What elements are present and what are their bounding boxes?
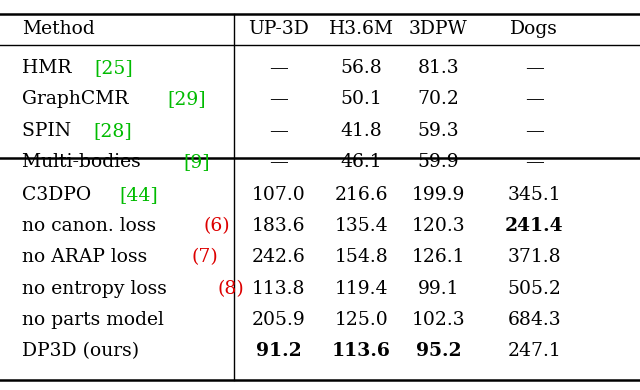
Text: 99.1: 99.1	[418, 280, 459, 298]
Text: 107.0: 107.0	[252, 186, 305, 204]
Text: 135.4: 135.4	[335, 217, 388, 235]
Text: [29]: [29]	[168, 90, 206, 108]
Text: (7): (7)	[192, 248, 218, 266]
Text: 684.3: 684.3	[508, 311, 561, 329]
Text: (8): (8)	[217, 280, 244, 298]
Text: [44]: [44]	[119, 186, 158, 204]
Text: [9]: [9]	[184, 153, 210, 171]
Text: 46.1: 46.1	[340, 153, 383, 171]
Text: —: —	[269, 153, 288, 171]
Text: UP-3D: UP-3D	[248, 20, 309, 38]
Text: no canon. loss: no canon. loss	[22, 217, 163, 235]
Text: —: —	[269, 59, 288, 77]
Text: 505.2: 505.2	[508, 280, 561, 298]
Text: 345.1: 345.1	[508, 186, 561, 204]
Text: DP3D (ours): DP3D (ours)	[22, 342, 140, 360]
Text: Method: Method	[22, 20, 95, 38]
Text: 91.2: 91.2	[255, 342, 301, 360]
Text: 120.3: 120.3	[412, 217, 465, 235]
Text: [25]: [25]	[94, 59, 132, 77]
Text: 81.3: 81.3	[417, 59, 460, 77]
Text: 56.8: 56.8	[340, 59, 383, 77]
Text: 3DPW: 3DPW	[409, 20, 468, 38]
Text: SPIN: SPIN	[22, 122, 77, 140]
Text: 70.2: 70.2	[417, 90, 460, 108]
Text: —: —	[525, 59, 544, 77]
Text: —: —	[269, 122, 288, 140]
Text: HMR: HMR	[22, 59, 78, 77]
Text: [28]: [28]	[93, 122, 132, 140]
Text: 102.3: 102.3	[412, 311, 465, 329]
Text: 241.4: 241.4	[505, 217, 564, 235]
Text: 59.9: 59.9	[417, 153, 460, 171]
Text: 199.9: 199.9	[412, 186, 465, 204]
Text: GraphCMR: GraphCMR	[22, 90, 135, 108]
Text: 41.8: 41.8	[340, 122, 383, 140]
Text: 247.1: 247.1	[508, 342, 561, 360]
Text: 113.8: 113.8	[252, 280, 305, 298]
Text: 154.8: 154.8	[335, 248, 388, 266]
Text: 113.6: 113.6	[332, 342, 391, 360]
Text: —: —	[525, 90, 544, 108]
Text: Multi-bodies: Multi-bodies	[22, 153, 147, 171]
Text: 95.2: 95.2	[415, 342, 461, 360]
Text: 216.6: 216.6	[335, 186, 388, 204]
Text: 119.4: 119.4	[335, 280, 388, 298]
Text: (6): (6)	[204, 217, 230, 235]
Text: 242.6: 242.6	[252, 248, 305, 266]
Text: 371.8: 371.8	[508, 248, 561, 266]
Text: 205.9: 205.9	[252, 311, 305, 329]
Text: —: —	[525, 122, 544, 140]
Text: 59.3: 59.3	[417, 122, 460, 140]
Text: 50.1: 50.1	[340, 90, 383, 108]
Text: no entropy loss: no entropy loss	[22, 280, 173, 298]
Text: no ARAP loss: no ARAP loss	[22, 248, 154, 266]
Text: no parts model: no parts model	[22, 311, 164, 329]
Text: C3DPO: C3DPO	[22, 186, 97, 204]
Text: 126.1: 126.1	[412, 248, 465, 266]
Text: —: —	[269, 90, 288, 108]
Text: Dogs: Dogs	[511, 20, 558, 38]
Text: 183.6: 183.6	[252, 217, 305, 235]
Text: H3.6M: H3.6M	[329, 20, 394, 38]
Text: —: —	[525, 153, 544, 171]
Text: 125.0: 125.0	[335, 311, 388, 329]
